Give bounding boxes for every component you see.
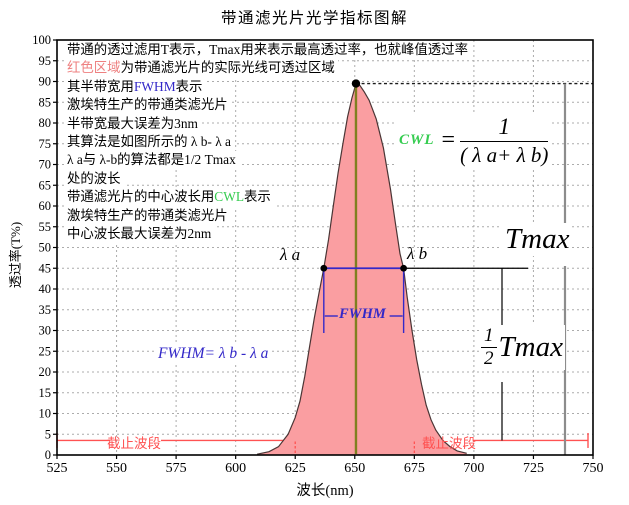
- x-axis-title: 波长(nm): [296, 483, 354, 499]
- svg-text:525: 525: [47, 461, 68, 476]
- half-fraction-denominator: 2: [484, 348, 494, 369]
- note-line-2: 红色区域为带通滤光片的实际光线可透过区域: [67, 59, 338, 78]
- svg-text:750: 750: [583, 461, 604, 476]
- note-text: 激埃特生产的带通类滤光片: [67, 97, 228, 113]
- cutoff-edge-markers: [294, 441, 415, 454]
- chart-title: 带通滤光片光学指标图解: [220, 10, 408, 27]
- svg-text:0: 0: [45, 448, 51, 462]
- svg-text:675: 675: [404, 461, 425, 476]
- passband-area: [257, 83, 467, 455]
- svg-text:600: 600: [225, 461, 246, 476]
- transmittance-curve: [256, 82, 467, 455]
- svg-text:15: 15: [39, 386, 52, 400]
- notes-block: 带通的透过滤用T表示，Tmax用来表示最高透过率，也就峰值透过率 红色区域为带通…: [67, 41, 471, 244]
- note-text: λ a与 λ-b的算法都是1/2 Tmax: [67, 152, 236, 168]
- cwl-formula-label: CWL: [399, 132, 435, 148]
- cwl-fraction-numerator: 1: [460, 114, 549, 142]
- svg-text:80: 80: [39, 116, 52, 130]
- svg-text:5: 5: [45, 427, 51, 441]
- note-text: 为带通滤光片的实际光线可透过区域: [120, 60, 335, 76]
- note-line-9: 带通滤光片的中心波长用CWL表示: [67, 188, 274, 207]
- half-fraction-numerator: 1: [481, 326, 497, 348]
- fwhm-formula: FWHM= λ b - λ a: [154, 343, 273, 365]
- svg-text:100: 100: [32, 33, 51, 47]
- svg-text:25: 25: [39, 344, 52, 358]
- cwl-fraction: 1( λ a+ λ b): [460, 114, 549, 167]
- svg-text:20: 20: [39, 365, 52, 379]
- tmax-label: Tmax: [502, 223, 573, 256]
- note-line-11: 中心波长最大误差为2nm: [67, 225, 215, 244]
- half-tmax-word: Tmax: [498, 331, 563, 363]
- lambda-b-label: λ b: [407, 244, 428, 263]
- svg-text:30: 30: [39, 324, 52, 338]
- svg-text:10: 10: [39, 407, 52, 421]
- svg-text:700: 700: [463, 461, 484, 476]
- svg-text:40: 40: [39, 282, 52, 296]
- note-line-5: 半带宽最大误差为3nm: [67, 114, 201, 134]
- note-text: 激埃特生产的带通类滤光片: [67, 207, 228, 223]
- note-text: 半带宽最大误差为3nm: [67, 115, 198, 131]
- note-text: 表示: [175, 78, 203, 94]
- cwl-formula: CWL = 1( λ a+ λ b): [395, 112, 553, 169]
- fwhm-bracket-label: FWHM: [339, 306, 386, 322]
- cwl-fraction-denominator: ( λ a+ λ b): [460, 143, 549, 167]
- svg-text:75: 75: [39, 137, 52, 151]
- svg-text:95: 95: [39, 54, 52, 68]
- svg-text:55: 55: [39, 220, 52, 234]
- note-cwl-term: CWL: [214, 189, 245, 205]
- svg-text:90: 90: [39, 75, 52, 89]
- svg-text:70: 70: [39, 158, 52, 172]
- note-red-region-term: 红色区域: [67, 60, 121, 76]
- svg-text:65: 65: [39, 178, 52, 192]
- svg-text:550: 550: [106, 461, 127, 476]
- cutoff-band-label-right: 截止波段: [422, 436, 476, 451]
- svg-text:625: 625: [285, 461, 306, 476]
- half-max-lines: [323, 267, 528, 333]
- note-line-8: 处的波长: [67, 169, 124, 189]
- y-axis-title: 透过率(T%): [8, 221, 23, 289]
- svg-text:35: 35: [39, 303, 52, 317]
- note-line-6: 其算法是如图所示的 λ b- λ a: [67, 133, 234, 152]
- svg-text:725: 725: [523, 461, 544, 476]
- svg-text:85: 85: [39, 95, 52, 109]
- note-text: 处的波长: [67, 170, 121, 186]
- note-text: 表示: [244, 189, 271, 205]
- svg-text:60: 60: [39, 199, 52, 213]
- svg-text:50: 50: [39, 241, 52, 255]
- marker-dots: [320, 79, 408, 272]
- note-line-10: 激埃特生产的带通类滤光片: [67, 206, 231, 226]
- cutoff-band-label-left: 截止波段: [107, 436, 161, 451]
- note-line-1: 带通的透过滤用T表示，Tmax用来表示最高透过率，也就峰值透过率: [67, 41, 471, 60]
- note-line-4: 激埃特生产的带通类滤光片: [67, 96, 231, 115]
- note-text: 其半带宽用: [67, 78, 134, 94]
- svg-text:45: 45: [39, 261, 52, 275]
- note-fwhm-term: FWHM: [133, 78, 176, 94]
- note-text: 中心波长最大误差为2nm: [67, 226, 212, 242]
- svg-text:650: 650: [344, 461, 365, 476]
- note-text: 带通的透过滤用T表示，Tmax用来表示最高透过率，也就峰值透过率: [67, 42, 468, 57]
- note-line-3: 其半带宽用FWHM表示: [67, 77, 206, 97]
- x-axis-ticks: 525 550 575 600 625 650 675 700 725 750: [47, 455, 604, 476]
- svg-text:575: 575: [166, 461, 187, 476]
- note-line-7: λ a与 λ-b的算法都是1/2 Tmax: [67, 151, 239, 170]
- note-text: 其算法是如图所示的 λ b- λ a: [67, 134, 231, 150]
- y-axis-ticks: 0 5 10 15 20 25 30 35 40 45 50 55 60 65 70 75 80 85 90 95 10…: [32, 33, 57, 462]
- cwl-equals-sign: =: [441, 127, 456, 153]
- note-text: 带通滤光片的中心波长用: [67, 189, 215, 205]
- lambda-a-label: λ a: [280, 245, 301, 264]
